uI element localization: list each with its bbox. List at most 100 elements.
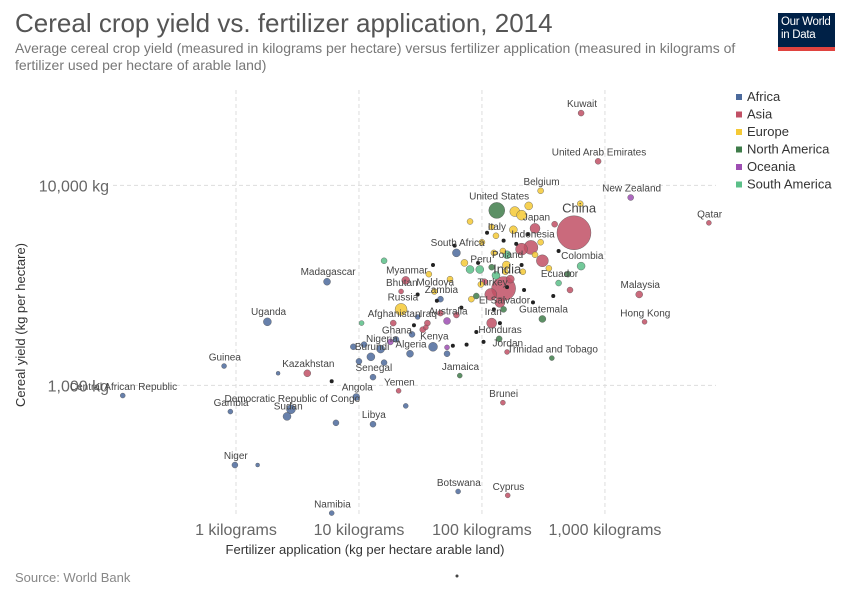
data-point[interactable] (504, 349, 510, 355)
data-point[interactable] (120, 392, 126, 399)
data-point[interactable] (390, 319, 397, 327)
data-point[interactable] (452, 243, 457, 248)
data-point[interactable] (488, 264, 495, 271)
legend-entry[interactable]: North America (747, 142, 830, 157)
legend-entry[interactable]: Asia (747, 107, 773, 122)
data-point[interactable] (566, 286, 574, 294)
data-point[interactable] (443, 350, 451, 357)
data-point[interactable] (414, 314, 421, 320)
data-point[interactable] (485, 230, 490, 235)
data-point[interactable] (494, 297, 506, 308)
data-point[interactable] (519, 263, 524, 268)
data-point[interactable] (263, 317, 272, 327)
data-point[interactable] (457, 372, 463, 379)
data-point[interactable] (500, 306, 507, 313)
data-point[interactable] (476, 260, 481, 265)
data-point[interactable] (556, 215, 592, 250)
data-point[interactable] (387, 338, 394, 346)
data-point[interactable] (531, 251, 539, 258)
data-point[interactable] (577, 109, 585, 117)
data-point[interactable] (376, 344, 385, 354)
data-point[interactable] (401, 276, 410, 285)
data-point[interactable] (627, 194, 634, 201)
data-point[interactable] (536, 254, 549, 267)
data-point[interactable] (492, 232, 500, 239)
data-point[interactable] (490, 249, 498, 257)
data-point[interactable] (398, 288, 404, 295)
data-point[interactable] (473, 292, 480, 300)
data-point[interactable] (506, 274, 515, 284)
data-point[interactable] (519, 268, 527, 275)
data-point[interactable] (516, 209, 527, 221)
data-point[interactable] (369, 373, 377, 381)
data-point[interactable] (488, 202, 505, 219)
data-point[interactable] (286, 404, 296, 414)
data-point[interactable] (484, 288, 497, 301)
data-point[interactable] (394, 303, 408, 316)
data-point[interactable] (502, 268, 509, 275)
data-point[interactable] (481, 339, 486, 344)
data-point[interactable] (328, 510, 335, 516)
data-point[interactable] (459, 305, 464, 310)
data-point[interactable] (515, 242, 528, 256)
data-point[interactable] (464, 342, 469, 347)
data-point[interactable] (501, 238, 506, 243)
data-point[interactable] (577, 200, 584, 207)
data-point[interactable] (450, 343, 455, 348)
data-point[interactable] (538, 315, 547, 323)
data-point[interactable] (431, 288, 438, 295)
data-point[interactable] (392, 336, 400, 343)
data-point[interactable] (537, 239, 544, 246)
data-point[interactable] (380, 257, 388, 264)
data-point[interactable] (641, 319, 648, 325)
data-point[interactable] (431, 263, 436, 268)
data-point[interactable] (466, 218, 474, 225)
data-point[interactable] (495, 335, 503, 343)
data-point[interactable] (352, 393, 360, 401)
data-point[interactable] (525, 232, 530, 237)
data-point[interactable] (491, 271, 501, 280)
data-point[interactable] (446, 275, 454, 283)
data-point[interactable] (395, 388, 402, 394)
data-point[interactable] (403, 403, 409, 409)
data-point[interactable] (434, 298, 439, 303)
data-point[interactable] (514, 241, 519, 246)
data-point[interactable] (530, 300, 535, 305)
data-point[interactable] (500, 399, 506, 406)
data-point[interactable] (303, 369, 311, 377)
data-point[interactable] (475, 265, 484, 274)
legend-entry[interactable]: Oceania (747, 159, 796, 174)
data-point[interactable] (499, 247, 507, 255)
data-point[interactable] (355, 358, 363, 365)
data-point[interactable] (437, 309, 444, 317)
data-point[interactable] (255, 462, 260, 468)
data-point[interactable] (444, 344, 450, 351)
data-point[interactable] (453, 311, 460, 319)
data-point[interactable] (556, 249, 561, 254)
data-point[interactable] (594, 158, 602, 165)
data-point[interactable] (443, 317, 451, 325)
data-point[interactable] (477, 281, 485, 288)
data-point[interactable] (468, 295, 475, 303)
data-point[interactable] (491, 307, 496, 312)
data-point[interactable] (505, 285, 510, 290)
data-point[interactable] (465, 265, 475, 274)
data-point[interactable] (522, 288, 527, 293)
data-point[interactable] (497, 321, 502, 326)
data-point[interactable] (369, 420, 377, 428)
data-point[interactable] (425, 270, 433, 278)
data-point[interactable] (505, 492, 511, 499)
our-world-in-data-logo[interactable]: Our World in Data (778, 13, 835, 51)
legend-entry[interactable]: South America (747, 177, 832, 192)
data-point[interactable] (455, 488, 461, 495)
data-point[interactable] (411, 323, 416, 328)
data-point[interactable] (227, 408, 234, 415)
data-point[interactable] (323, 278, 331, 286)
data-point[interactable] (221, 363, 227, 369)
data-point[interactable] (564, 270, 572, 278)
data-point[interactable] (549, 355, 555, 361)
data-point[interactable] (551, 220, 558, 228)
data-point[interactable] (282, 412, 292, 421)
data-point[interactable] (478, 239, 486, 246)
data-point[interactable] (537, 187, 544, 195)
